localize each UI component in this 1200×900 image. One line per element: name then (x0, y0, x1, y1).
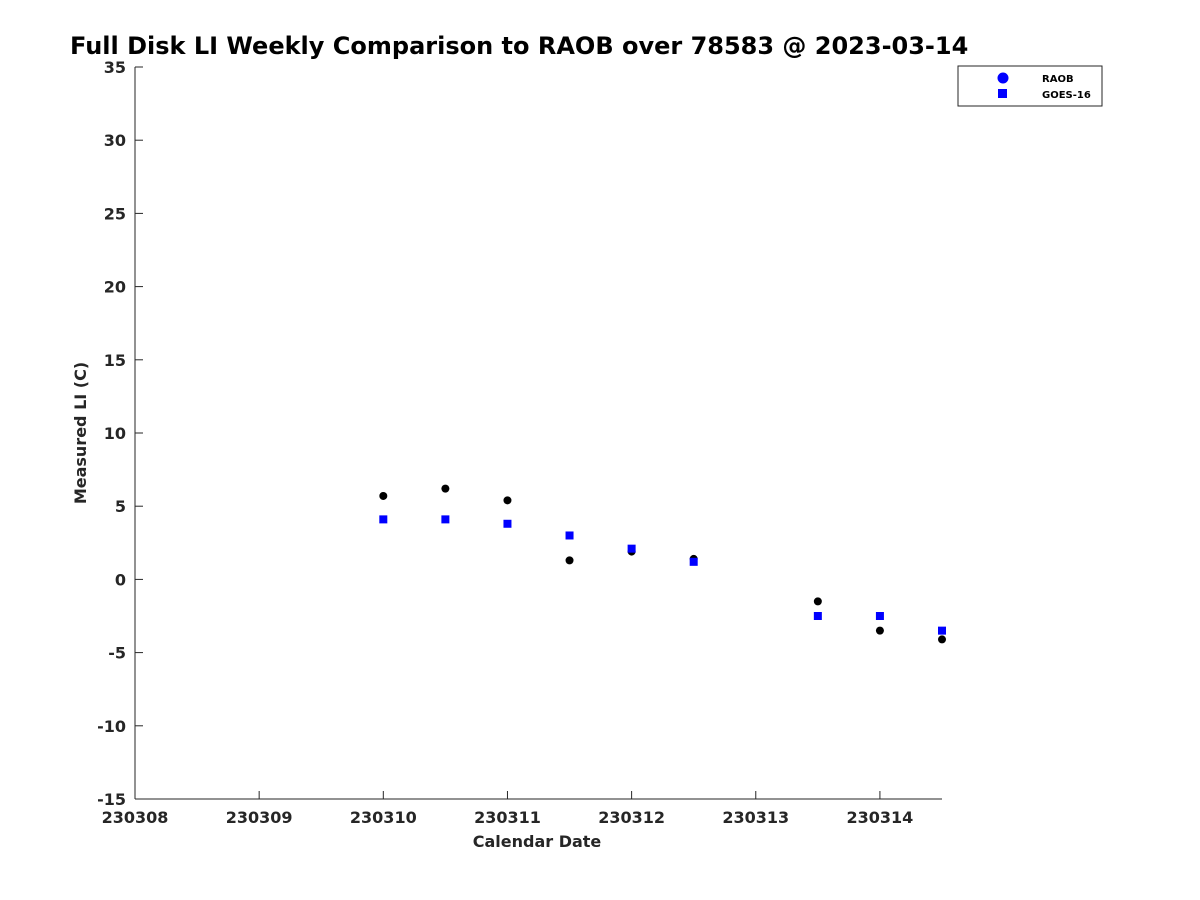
y-tick-label: 30 (104, 131, 126, 150)
raob-point (503, 496, 512, 505)
y-tick-label: 20 (104, 278, 126, 297)
goes16-point (565, 531, 574, 540)
y-tick-label: -15 (97, 790, 126, 809)
goes16-point (938, 626, 946, 635)
raob-point (938, 635, 946, 644)
goes16-point (875, 612, 884, 620)
y-ticks: 35 30 25 20 15 10 5 0 -5 -10 -15 (97, 58, 143, 809)
legend: RAOB GOES-16 (957, 65, 1103, 107)
raob-point (813, 597, 822, 606)
x-tick-label: 230309 (226, 808, 293, 827)
series-layer (379, 484, 946, 644)
goes16-point (689, 557, 698, 566)
raob-point (565, 556, 574, 565)
legend-box (957, 65, 1103, 107)
legend-label-goes16: GOES-16 (1042, 90, 1091, 101)
legend-marker-raob (997, 72, 1009, 84)
axes (134, 67, 942, 800)
y-tick-label: 25 (104, 204, 126, 223)
x-tick-label: 230308 (102, 808, 169, 827)
y-tick-label: -5 (108, 644, 126, 663)
chart-title: Full Disk LI Weekly Comparison to RAOB o… (70, 32, 968, 60)
x-tick-label: 230311 (474, 808, 541, 827)
raob-point (441, 484, 450, 493)
raob-point (875, 626, 884, 635)
series-raob (379, 484, 946, 644)
x-tick-label: 230313 (722, 808, 789, 827)
y-axis-label: Measured LI (C) (71, 362, 90, 504)
x-tick-label: 230314 (847, 808, 914, 827)
y-tick-label: 10 (104, 424, 126, 443)
goes16-point (503, 519, 512, 528)
y-tick-label: 35 (104, 58, 126, 77)
y-tick-label: 5 (115, 497, 126, 516)
goes16-point (627, 544, 636, 553)
x-axis-label: Calendar Date (473, 832, 602, 851)
goes16-point (379, 515, 388, 524)
y-tick-label: 15 (104, 351, 126, 370)
legend-label-raob: RAOB (1042, 74, 1074, 85)
goes16-point (441, 515, 450, 524)
x-tick-label: 230312 (598, 808, 665, 827)
legend-marker-goes16 (998, 89, 1007, 98)
y-tick-label: -10 (97, 717, 126, 736)
series-goes-16 (379, 515, 946, 635)
x-ticks: 230308 230309 230310 230311 230312 230313 2303… (102, 791, 914, 827)
y-tick-label: 0 (115, 570, 126, 589)
x-tick-label: 230310 (350, 808, 417, 827)
raob-point (379, 491, 388, 500)
goes16-point (813, 612, 822, 620)
